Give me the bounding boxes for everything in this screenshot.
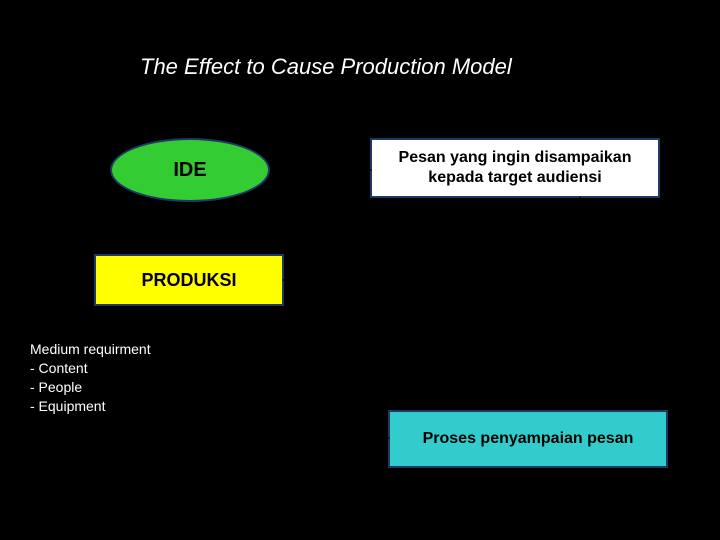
arrow-pesan-to-produksi — [286, 198, 486, 280]
node-pesan: Pesan yang ingin disampaikan kepada targ… — [370, 138, 660, 198]
medium-requirement-block: Medium requirment - Content - People - E… — [30, 340, 151, 416]
node-ide: IDE — [110, 138, 270, 202]
node-produksi-label: PRODUKSI — [141, 270, 236, 291]
diagram-title: The Effect to Cause Production Model — [140, 54, 512, 80]
medium-line-3: - Equipment — [30, 397, 151, 416]
medium-line-1: - Content — [30, 359, 151, 378]
node-proses: Proses penyampaian pesan — [388, 410, 668, 468]
medium-line-2: - People — [30, 378, 151, 397]
node-pesan-line1: Pesan yang ingin disampaikan — [399, 148, 632, 168]
node-produksi: PRODUKSI — [94, 254, 284, 306]
node-pesan-line2: kepada target audiensi — [428, 168, 601, 188]
node-proses-label: Proses penyampaian pesan — [423, 430, 634, 448]
medium-line-0: Medium requirment — [30, 340, 151, 359]
node-ide-label: IDE — [173, 159, 206, 182]
